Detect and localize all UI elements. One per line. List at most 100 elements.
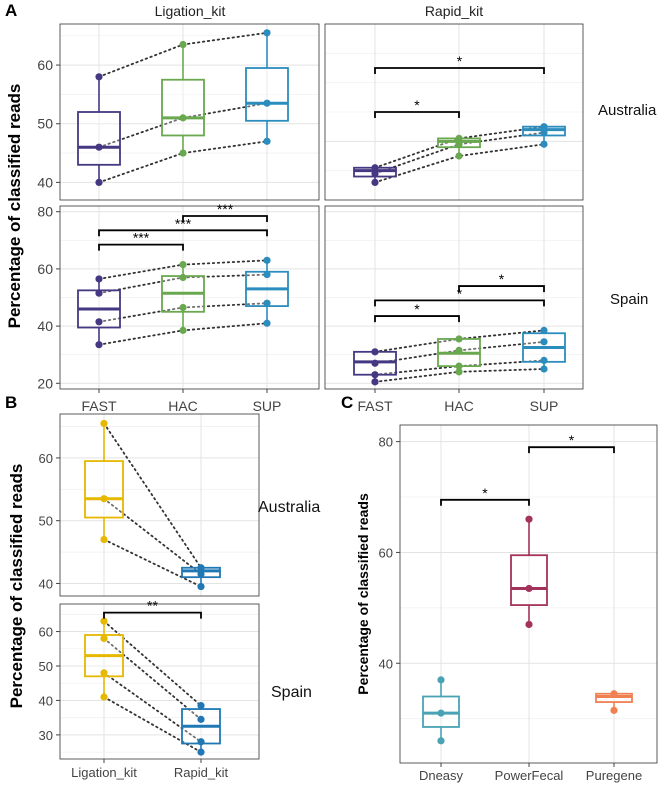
data-point — [95, 275, 103, 283]
x-tick-label: Rapid_kit — [174, 765, 229, 780]
y-axis-title-A: Percentage of classified reads — [5, 84, 24, 329]
y-axis-title-B: Percentage of classified reads — [7, 464, 26, 709]
data-point — [371, 170, 379, 178]
panel-letter-C: C — [341, 393, 353, 412]
significance-label: *** — [175, 215, 192, 231]
significance-bracket — [98, 229, 268, 237]
data-point — [197, 564, 205, 572]
strip-label-rapid-kit: Rapid_kit — [425, 3, 483, 19]
paired-dotted-line — [103, 696, 202, 754]
panel-letter-B: B — [5, 393, 17, 412]
data-point — [610, 706, 618, 714]
data-point — [455, 140, 463, 148]
box-iqr — [77, 111, 121, 166]
data-point — [540, 338, 548, 346]
row-strip-australia: Australia — [598, 102, 657, 119]
row-strip-spain: Spain — [610, 291, 648, 308]
significance-label: * — [457, 285, 463, 301]
row-strip-spain-B: Spain — [271, 684, 312, 701]
paired-dotted-line — [374, 125, 545, 169]
panel-border — [59, 205, 320, 390]
data-point — [455, 134, 463, 142]
data-point — [179, 261, 187, 269]
data-point — [100, 669, 108, 677]
x-tick-label: Ligation_kit — [71, 765, 137, 780]
y-tick-label: 30 — [39, 728, 53, 743]
y-tick-label: 80 — [37, 204, 53, 220]
data-point — [95, 341, 103, 349]
data-point — [179, 273, 187, 282]
data-point — [100, 634, 108, 643]
data-point — [95, 318, 103, 326]
data-point — [95, 73, 103, 81]
y-tick-label: 60 — [39, 451, 53, 466]
data-point — [437, 737, 445, 745]
data-point — [263, 299, 271, 307]
data-point — [100, 495, 108, 503]
y-tick-label: 20 — [37, 375, 53, 391]
significance-bracket — [182, 215, 268, 223]
box-iqr — [245, 67, 289, 122]
data-point — [263, 137, 271, 145]
plot-background — [60, 604, 259, 759]
data-point — [455, 335, 463, 343]
significance-bracket — [374, 67, 545, 74]
data-point — [540, 140, 548, 148]
data-point — [263, 29, 271, 37]
data-point — [371, 378, 379, 386]
data-point — [540, 326, 548, 334]
significance-bracket — [440, 498, 530, 506]
data-point — [179, 149, 187, 157]
significance-label: * — [499, 271, 505, 287]
y-tick-label: 80 — [379, 435, 393, 450]
paired-dotted-line — [98, 140, 268, 184]
data-point — [371, 178, 379, 186]
significance-bracket — [374, 315, 460, 323]
data-point — [371, 164, 379, 172]
data-point — [455, 362, 463, 370]
data-point — [197, 738, 205, 746]
significance-bracket — [458, 285, 545, 293]
data-point — [197, 748, 205, 756]
data-point — [455, 368, 463, 376]
y-tick-label: 40 — [37, 318, 53, 334]
data-point — [525, 515, 533, 523]
data-point — [197, 582, 205, 591]
strip-label-ligation-kit: Ligation_kit — [155, 3, 226, 19]
panel-border — [324, 205, 584, 390]
data-point — [197, 570, 205, 578]
data-point — [95, 178, 103, 186]
paired-dotted-line — [103, 538, 202, 588]
significance-label: * — [482, 485, 488, 501]
data-point — [455, 346, 463, 354]
x-tick-label: SUP — [530, 398, 559, 414]
y-tick-label: 60 — [379, 545, 393, 560]
data-point — [437, 709, 445, 717]
data-point — [610, 690, 618, 698]
panel-border — [59, 603, 260, 760]
significance-label: * — [457, 53, 463, 69]
paired-dotted-line — [374, 131, 545, 175]
box-iqr — [161, 78, 205, 137]
significance-label: * — [414, 301, 420, 317]
data-point — [197, 715, 205, 723]
data-point — [95, 143, 103, 151]
y-tick-label: 40 — [37, 174, 53, 190]
x-tick-label: Dneasy — [419, 768, 464, 783]
paired-dotted-line — [103, 671, 202, 743]
box-iqr — [84, 460, 124, 519]
x-tick-label: PowerFecal — [495, 768, 564, 783]
significance-label: * — [569, 432, 575, 448]
y-tick-label: 60 — [37, 57, 53, 73]
y-tick-label: 40 — [39, 693, 53, 708]
y-axis-title-C: Percentage of classified reads — [355, 493, 371, 695]
data-point — [371, 371, 379, 379]
significance-label: *** — [217, 201, 234, 217]
panel-border — [324, 23, 584, 201]
significance-label: * — [414, 97, 420, 113]
significance-bracket — [374, 299, 545, 307]
y-tick-label: 60 — [39, 625, 53, 640]
data-point — [263, 319, 271, 327]
paired-dotted-line — [103, 422, 202, 569]
